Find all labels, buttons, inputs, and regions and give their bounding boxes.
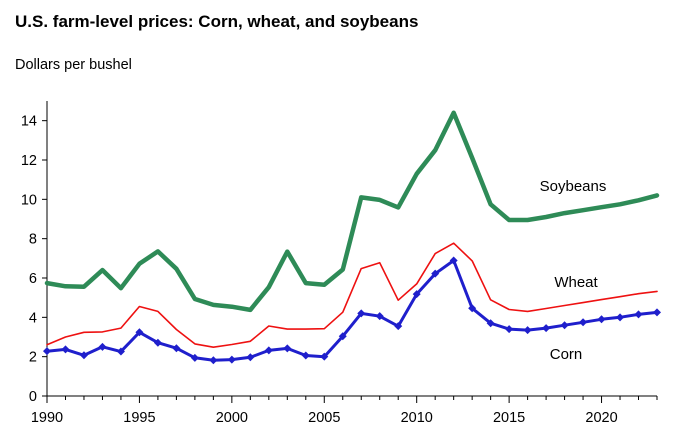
y-tick-label: 10 [21,192,37,208]
y-axis-label: Dollars per bushel [15,57,132,73]
series-group [43,110,661,365]
data-point-corn [394,322,403,331]
data-point-corn [246,353,255,362]
x-tick-label: 2000 [216,410,248,426]
series-labels: Soybeans Wheat Corn [540,178,607,363]
data-point-corn [79,351,88,360]
data-point-corn [468,304,477,313]
data-point-corn [431,269,440,278]
data-point-corn [449,256,458,265]
x-tick-label: 2015 [493,410,525,426]
x-tick-label: 2010 [401,410,433,426]
data-point-corn [338,332,347,341]
x-tick-label: 1990 [31,410,63,426]
x-tick-label: 1995 [123,410,155,426]
x-tick-label: 2005 [308,410,340,426]
series-label-corn: Corn [550,346,583,363]
data-point-corn [597,315,606,324]
y-tick-label: 4 [29,310,37,326]
data-point-corn [653,308,661,317]
x-tick-label: 2020 [585,410,617,426]
data-point-corn [98,342,107,351]
data-point-corn [227,355,236,364]
chart-title: U.S. farm-level prices: Corn, wheat, and… [15,12,419,31]
data-point-corn [209,356,218,365]
data-point-corn [560,321,569,330]
data-point-corn [634,310,643,319]
data-point-corn [616,313,625,322]
data-point-corn [542,324,551,333]
series-line-wheat [46,242,658,349]
data-point-corn [523,326,532,335]
data-point-corn [579,318,588,327]
series-line-soybeans [44,110,660,313]
axes: 0 2 4 6 8 10 12 14 1990 1995 2000 2005 2010 2015 2020 [21,101,658,426]
data-point-corn [486,319,495,328]
data-point-corn [283,344,292,353]
data-point-corn [43,347,51,356]
data-point-corn [190,353,199,362]
data-point-corn [301,351,310,360]
data-point-corn [61,345,70,354]
data-point-corn [505,325,514,334]
data-point-corn [320,352,329,361]
data-point-corn [375,312,384,321]
data-point-corn [153,338,162,347]
data-point-corn [264,346,273,355]
y-tick-label: 2 [29,350,37,366]
y-tick-label: 14 [21,114,37,130]
data-point-corn [135,328,144,337]
series-label-soybeans: Soybeans [540,178,607,195]
data-point-corn [357,309,366,318]
series-label-wheat: Wheat [554,274,598,291]
data-point-corn [116,347,125,356]
y-tick-label: 8 [29,232,37,248]
series-line-corn [45,259,659,362]
y-tick-label: 6 [29,271,37,287]
y-tick-label: 12 [21,153,37,169]
data-point-corn [412,290,421,299]
y-tick-label: 0 [29,389,37,405]
data-point-corn [172,344,181,353]
